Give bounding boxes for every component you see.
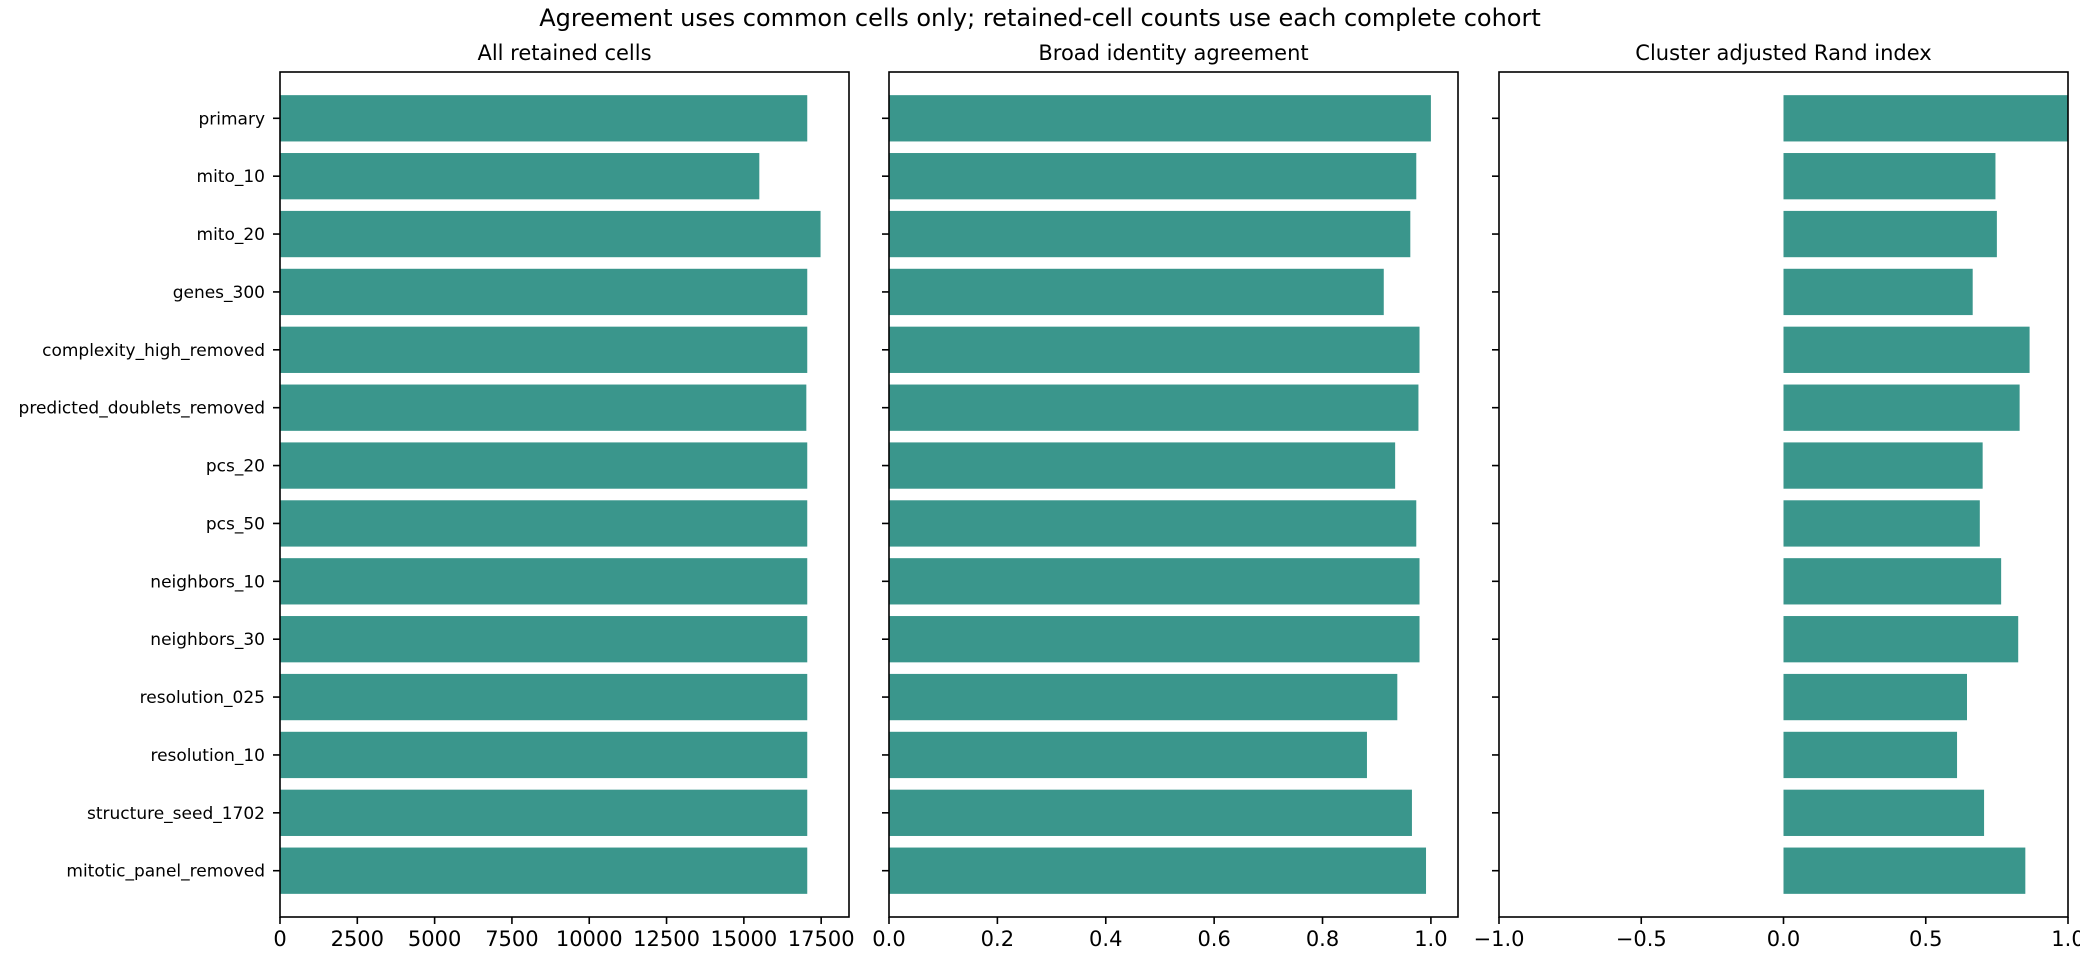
bar-neighbors_30 [889, 616, 1420, 663]
category-label: primary [198, 109, 265, 129]
panel-title: All retained cells [477, 41, 651, 65]
bar-pcs_50 [1783, 500, 1980, 547]
x-tick-label: 7500 [485, 927, 538, 951]
bar-structure_seed_1702 [889, 789, 1412, 836]
bar-primary [280, 95, 808, 142]
bar-neighbors_30 [280, 616, 808, 663]
category-label: neighbors_30 [150, 630, 265, 650]
panel-1: All retained cells primary mito_10 mito_20g… [19, 41, 855, 951]
x-tick-label: 15000 [710, 927, 777, 951]
x-tick-label: 2500 [331, 927, 384, 951]
x-tick-label: 5000 [408, 927, 461, 951]
bar-pcs_50 [889, 500, 1417, 547]
panel-title: Broad identity agreement [1038, 41, 1308, 65]
x-tick-label: 0.0 [1767, 927, 1800, 951]
category-label: mito_10 [197, 167, 265, 187]
bar-neighbors_10 [1783, 558, 2002, 605]
category-label: resolution_10 [150, 746, 265, 766]
axes-frame [279, 71, 850, 918]
bar-predicted_doublets_removed [1783, 384, 2020, 431]
x-tick-label: 0.8 [1306, 927, 1339, 951]
category-label: neighbors_10 [150, 572, 265, 592]
bar-predicted_doublets_removed [889, 384, 1419, 431]
bar-complexity_high_removed [280, 326, 808, 373]
bar-structure_seed_1702 [1783, 789, 1985, 836]
bar-neighbors_10 [280, 558, 808, 605]
bar-mito_10 [1783, 153, 1996, 200]
x-tick-label: 0 [273, 927, 286, 951]
bar-resolution_025 [889, 673, 1398, 721]
bar-complexity_high_removed [889, 326, 1420, 373]
panel-3: Cluster adjusted Rand index −1.0 −0.5 0.0 0.… [1474, 41, 2080, 951]
category-label: genes_300 [173, 283, 265, 303]
bar-resolution_10 [1783, 731, 1958, 779]
bar-mitotic_panel_removed [1783, 847, 2026, 894]
category-label: predicted_doublets_removed [19, 399, 265, 419]
bar-complexity_high_removed [1783, 326, 2030, 373]
x-tick-label: 1.0 [2051, 927, 2080, 951]
bar-mito_10 [889, 153, 1417, 200]
bar-mito_20 [1783, 210, 1997, 258]
bar-pcs_50 [280, 500, 808, 547]
bar-mito_20 [280, 210, 821, 258]
x-tick-label: 12500 [633, 927, 700, 951]
bar-genes_300 [889, 268, 1384, 316]
x-tick-label: 0.6 [1197, 927, 1230, 951]
x-tick-label: −0.5 [1616, 927, 1667, 951]
x-tick-label: 0.4 [1089, 927, 1122, 951]
category-label: pcs_50 [206, 514, 265, 534]
bar-primary [889, 95, 1431, 142]
x-tick-label: 17500 [788, 927, 855, 951]
bar-pcs_20 [280, 442, 808, 489]
bar-mito_20 [889, 210, 1411, 258]
category-label: complexity_high_removed [42, 341, 265, 361]
bar-resolution_025 [280, 673, 808, 721]
x-tick-label: 1.0 [1414, 927, 1447, 951]
figure-suptitle: Agreement uses common cells only; retain… [539, 4, 1541, 32]
category-label: pcs_20 [206, 457, 265, 477]
bar-primary [1783, 95, 2068, 142]
bar-mitotic_panel_removed [280, 847, 808, 894]
category-label: mito_20 [197, 225, 265, 245]
bar-neighbors_10 [889, 558, 1420, 605]
bar-genes_300 [280, 268, 808, 316]
x-tick-label: 0.5 [1909, 927, 1942, 951]
bar-predicted_doublets_removed [280, 384, 807, 431]
bar-pcs_20 [889, 442, 1396, 489]
x-tick-label: 0.0 [872, 927, 905, 951]
bar-mitotic_panel_removed [889, 847, 1427, 894]
bar-genes_300 [1783, 268, 1973, 316]
bar-resolution_10 [280, 731, 808, 779]
bar-pcs_20 [1783, 442, 1983, 489]
x-tick-label: −1.0 [1474, 927, 1525, 951]
bar-structure_seed_1702 [280, 789, 808, 836]
panel-title: Cluster adjusted Rand index [1635, 41, 1931, 65]
bar-resolution_10 [889, 731, 1367, 779]
category-label: mitotic_panel_removed [66, 862, 265, 882]
bar-neighbors_30 [1783, 616, 2019, 663]
category-label: structure_seed_1702 [87, 804, 265, 824]
panel-2: Broad identity agreement 0.0 0.2 0.4 0.6 0.8 1… [872, 41, 1459, 951]
bar-mito_10 [280, 153, 760, 200]
axes-frame [888, 71, 1459, 918]
x-tick-label: 0.2 [981, 927, 1014, 951]
x-tick-label: 10000 [556, 927, 623, 951]
category-label: resolution_025 [140, 688, 265, 708]
bar-resolution_025 [1783, 673, 1968, 721]
